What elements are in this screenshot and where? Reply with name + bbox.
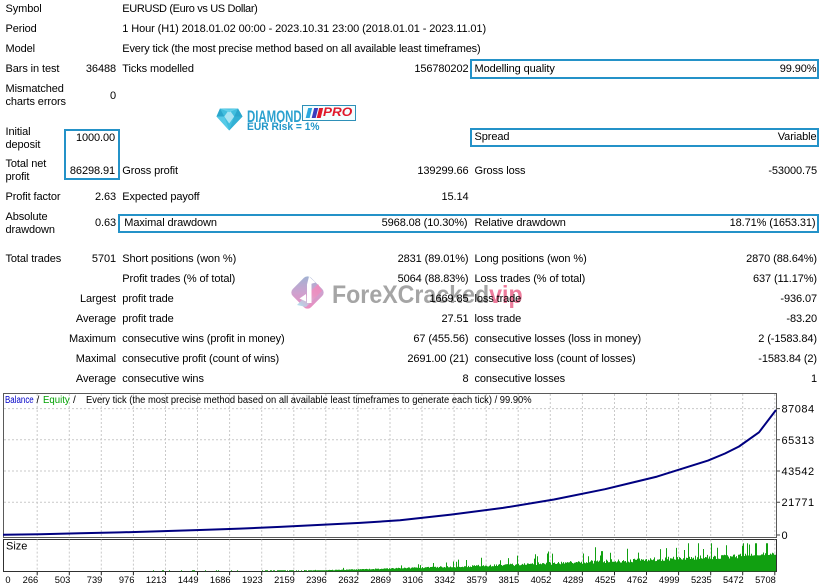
svg-text:65313: 65313: [782, 435, 815, 447]
svg-text:1213: 1213: [146, 575, 167, 585]
svg-text:4525: 4525: [595, 575, 616, 585]
svg-text:739: 739: [87, 575, 103, 585]
svg-text:3579: 3579: [467, 575, 488, 585]
svg-text:0: 0: [5, 575, 10, 585]
svg-text:0: 0: [782, 530, 788, 542]
svg-text:2632: 2632: [338, 575, 359, 585]
svg-text:5235: 5235: [691, 575, 712, 585]
svg-text:4762: 4762: [627, 575, 648, 585]
svg-text:5472: 5472: [723, 575, 744, 585]
svg-text:3342: 3342: [434, 575, 455, 585]
svg-text:1686: 1686: [210, 575, 231, 585]
svg-text:1923: 1923: [242, 575, 263, 585]
svg-text:1449: 1449: [178, 575, 199, 585]
svg-text:5708: 5708: [755, 575, 776, 585]
svg-text:976: 976: [119, 575, 135, 585]
svg-text:87084: 87084: [782, 404, 815, 416]
svg-text:3815: 3815: [499, 575, 520, 585]
svg-text:43542: 43542: [782, 466, 815, 478]
svg-text:2159: 2159: [274, 575, 295, 585]
svg-text:Size: Size: [6, 541, 27, 553]
svg-text:4289: 4289: [563, 575, 584, 585]
svg-text:21771: 21771: [782, 497, 815, 509]
svg-text:4999: 4999: [659, 575, 680, 585]
svg-text:2396: 2396: [306, 575, 327, 585]
svg-text:503: 503: [55, 575, 71, 585]
svg-text:4052: 4052: [531, 575, 552, 585]
svg-text:3106: 3106: [402, 575, 423, 585]
svg-text:266: 266: [23, 575, 39, 585]
svg-text:2869: 2869: [370, 575, 391, 585]
